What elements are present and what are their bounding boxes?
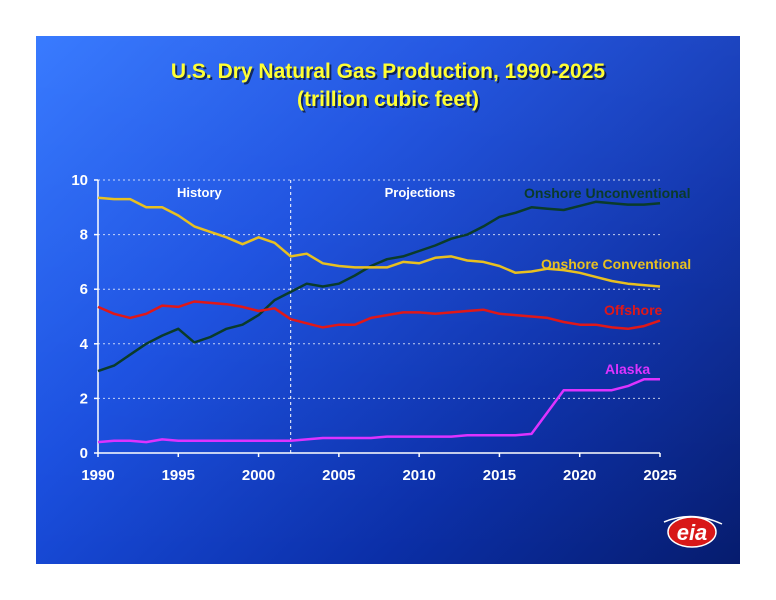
eia-logo-arc xyxy=(663,515,723,525)
x-tick-label: 1990 xyxy=(81,467,114,484)
line-chart: U.S. Dry Natural Gas Production, 1990-20… xyxy=(36,36,740,564)
chart-title-shadow: U.S. Dry Natural Gas Production, 1990-20… xyxy=(173,62,607,85)
chart-title: U.S. Dry Natural Gas Production, 1990-20… xyxy=(171,60,605,83)
chart-subtitle-shadow: (trillion cubic feet) xyxy=(299,90,481,113)
chart-subtitle: (trillion cubic feet) xyxy=(297,88,479,111)
series-label-onshore-unconventional: Onshore Unconventional xyxy=(524,185,690,201)
y-tick-label: 10 xyxy=(71,172,88,189)
series-label-layer: Onshore Unconventional Onshore Convention… xyxy=(524,185,691,377)
y-tick-label: 2 xyxy=(80,390,88,407)
slide-sheen xyxy=(36,36,740,564)
series-line-onshore-conventional xyxy=(97,196,661,288)
x-tick-label: 2020 xyxy=(563,467,596,484)
axis-layer: 0 2 4 6 8 10 1990 1995 2000 2005 2010 2015 2020 2025 xyxy=(71,172,676,484)
x-tick-label: 2005 xyxy=(322,467,355,484)
eia-logo-text: eia xyxy=(677,520,708,545)
series-label-alaska: Alaska xyxy=(605,361,650,377)
grid-layer xyxy=(98,179,660,399)
series-label-offshore: Offshore xyxy=(604,302,663,318)
phase-divider-layer: History Projections xyxy=(177,180,455,453)
series-label-onshore-conventional: Onshore Conventional xyxy=(541,256,691,272)
eia-logo: eia xyxy=(663,515,723,548)
x-tick-label: 2000 xyxy=(242,467,275,484)
y-tick-label: 4 xyxy=(80,336,89,353)
series-line-offshore xyxy=(97,300,661,331)
x-tick-label: 1995 xyxy=(162,467,195,484)
series-line-alaska xyxy=(97,378,660,444)
y-tick-label: 8 xyxy=(80,227,88,244)
x-tick-label: 2015 xyxy=(483,467,516,484)
series-layer xyxy=(97,196,661,444)
x-tick-label: 2010 xyxy=(402,467,435,484)
series-line-onshore-unconventional xyxy=(97,200,661,373)
x-tick-label: 2025 xyxy=(643,467,676,484)
phase-label-history: History xyxy=(177,185,223,200)
phase-label-projections: Projections xyxy=(385,185,456,200)
y-tick-label: 6 xyxy=(80,281,88,298)
slide-background: U.S. Dry Natural Gas Production, 1990-20… xyxy=(36,36,740,564)
y-tick-label: 0 xyxy=(80,445,88,462)
